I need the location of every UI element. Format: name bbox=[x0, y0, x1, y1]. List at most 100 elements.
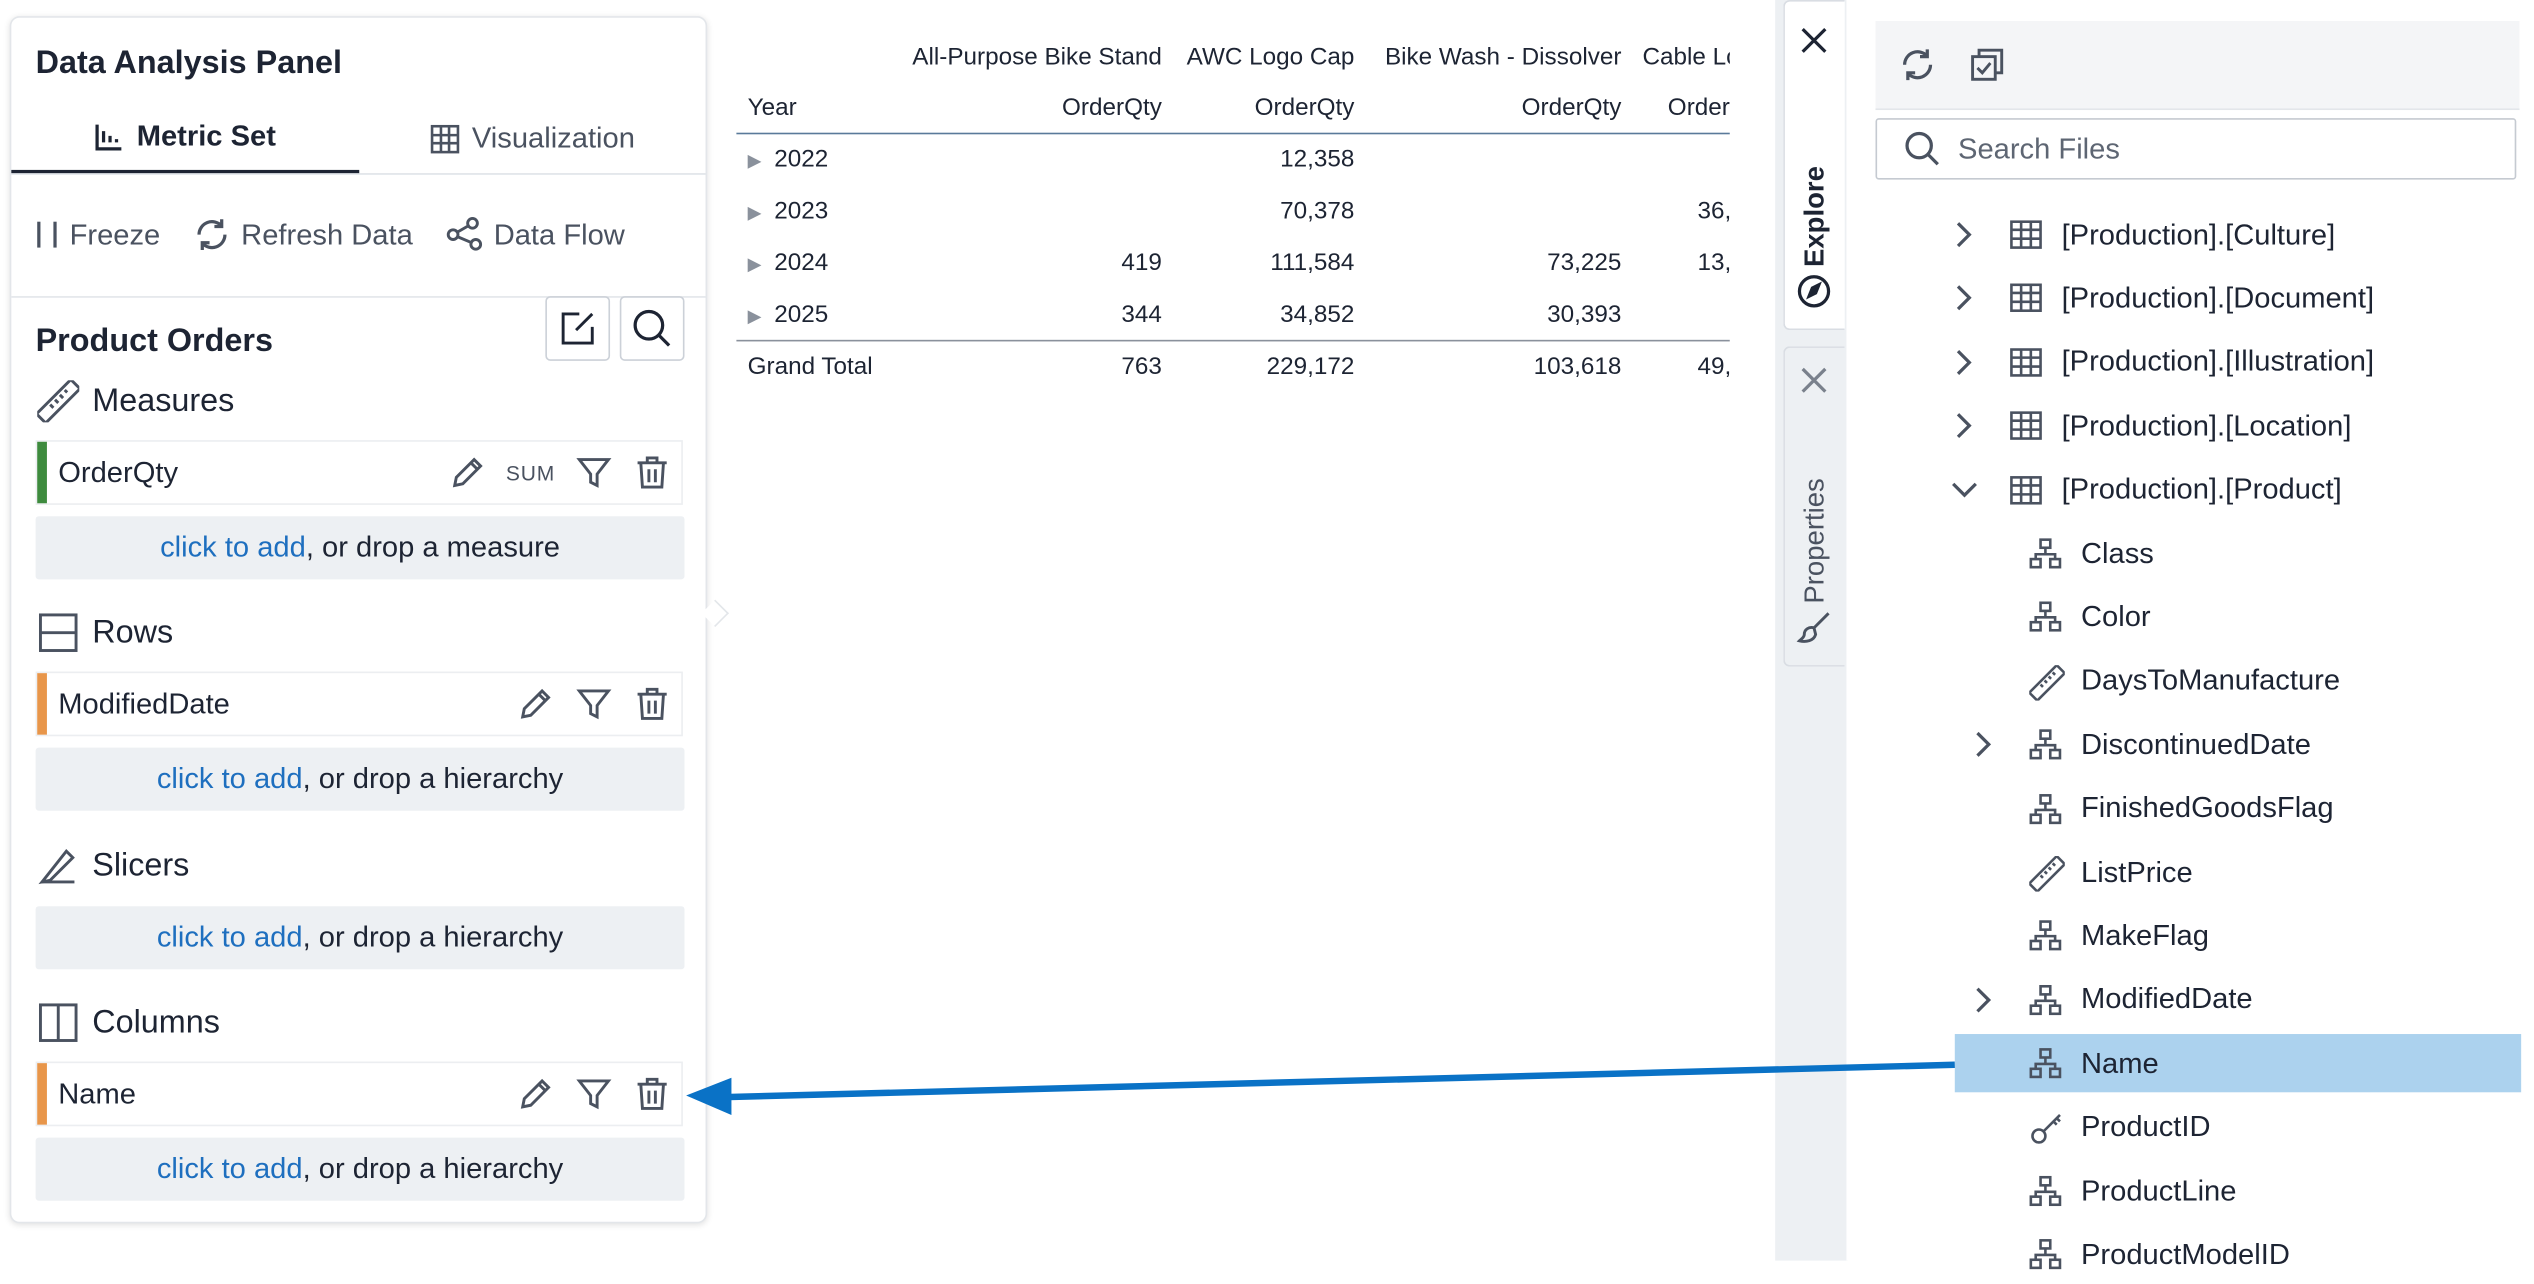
slicers-label: Slicers bbox=[92, 847, 190, 883]
measure-header[interactable]: Order bbox=[1667, 93, 1730, 122]
tree-item[interactable]: [Production].[Location] bbox=[1846, 397, 2521, 455]
tree-item[interactable]: DaysToManufacture bbox=[1846, 652, 2521, 710]
search-fields-button[interactable] bbox=[619, 296, 685, 361]
row-header[interactable]: Year bbox=[747, 93, 797, 122]
trash-icon[interactable] bbox=[633, 684, 672, 723]
aggregation-button[interactable]: SUM bbox=[505, 460, 556, 485]
tree-item[interactable]: MakeFlag bbox=[1846, 907, 2521, 965]
chevron-right-icon[interactable] bbox=[1950, 411, 1979, 440]
tree-item[interactable]: [Production].[Product] bbox=[1846, 461, 2521, 519]
column-actions bbox=[516, 1063, 671, 1124]
measure-header[interactable]: OrderQty bbox=[1254, 93, 1355, 122]
measure-color-bar bbox=[37, 441, 47, 504]
column-header[interactable]: Bike Wash - Dissolver bbox=[1384, 43, 1622, 72]
chevron-right-icon[interactable] bbox=[1950, 284, 1979, 313]
tree-item[interactable]: [Production].[Illustration] bbox=[1846, 333, 2521, 391]
panel-tabs: Metric Set Visualization bbox=[11, 104, 706, 175]
pause-bars-icon bbox=[34, 218, 60, 250]
expand-triangle-icon[interactable]: ▶ bbox=[747, 203, 762, 224]
row-label[interactable]: ▶ 2023 bbox=[747, 197, 829, 225]
column-header[interactable]: AWC Logo Cap bbox=[1186, 43, 1355, 72]
data-cell: 13, bbox=[1697, 249, 1730, 277]
tree-item[interactable]: DiscontinuedDate bbox=[1846, 716, 2521, 774]
row-label[interactable]: ▶ 2024 bbox=[747, 249, 829, 277]
refresh-data-button[interactable]: Refresh Data bbox=[193, 215, 413, 254]
compass-icon bbox=[1796, 273, 1832, 309]
row-label[interactable]: ▶ 2025 bbox=[747, 300, 829, 329]
tree-item[interactable]: ListPrice bbox=[1846, 843, 2521, 901]
tree-item-label: MakeFlag bbox=[2081, 918, 2209, 952]
expand-triangle-icon[interactable]: ▶ bbox=[747, 152, 762, 172]
trash-icon[interactable] bbox=[633, 453, 672, 492]
pencil-icon[interactable] bbox=[448, 453, 487, 492]
tree-item[interactable]: [Production].[Document] bbox=[1846, 269, 2521, 327]
hierarchy-icon bbox=[2029, 920, 2062, 952]
click-to-add-link[interactable]: click to add bbox=[156, 920, 303, 954]
filter-icon[interactable] bbox=[574, 453, 613, 492]
refresh-icon[interactable] bbox=[1898, 45, 1937, 84]
click-to-add-link[interactable]: click to add bbox=[160, 530, 306, 564]
rows-drop-zone[interactable]: click to add, or drop a hierarchy bbox=[35, 747, 685, 811]
click-to-add-link[interactable]: click to add bbox=[156, 1152, 303, 1185]
close-icon[interactable] bbox=[1798, 364, 1830, 396]
column-header[interactable]: Cable Lo bbox=[1642, 43, 1729, 72]
column-header[interactable]: All-Purpose Bike Stand bbox=[912, 43, 1162, 72]
chevron-right-icon[interactable] bbox=[1969, 985, 1998, 1014]
chevron-right-icon[interactable] bbox=[1950, 348, 1979, 377]
tree-item[interactable]: Name bbox=[1954, 1034, 2522, 1093]
chevron-right-icon[interactable] bbox=[1950, 220, 1979, 249]
chevron-right-icon[interactable] bbox=[1969, 730, 1998, 759]
total-cell: 49,: bbox=[1697, 352, 1729, 381]
tree-item[interactable]: FinishedGoodsFlag bbox=[1846, 779, 2521, 837]
data-cell: 36, bbox=[1697, 197, 1730, 225]
measures-drop-zone[interactable]: click to add, or drop a measure bbox=[35, 516, 685, 580]
data-flow-button[interactable]: Data Flow bbox=[445, 215, 625, 254]
select-all-icon[interactable] bbox=[1968, 45, 2007, 84]
columns-icon bbox=[37, 1002, 79, 1044]
columns-drop-zone[interactable]: click to add, or drop a hierarchy bbox=[35, 1137, 685, 1201]
tab-explore[interactable]: Explore bbox=[1783, 0, 1845, 331]
search-files-input[interactable] bbox=[1954, 130, 2480, 168]
measure-header[interactable]: OrderQty bbox=[1062, 93, 1162, 122]
tree-item[interactable]: ProductLine bbox=[1846, 1162, 2521, 1220]
tree-item-label: DiscontinuedDate bbox=[2081, 727, 2311, 761]
column-name: Name bbox=[58, 1076, 136, 1110]
measure-header[interactable]: OrderQty bbox=[1521, 93, 1622, 122]
pencil-icon[interactable] bbox=[516, 1074, 555, 1113]
tab-metric-set[interactable]: Metric Set bbox=[11, 104, 360, 174]
edit-metric-set-button[interactable] bbox=[545, 296, 611, 361]
chevron-down-icon[interactable] bbox=[1950, 475, 1979, 504]
grid-icon bbox=[430, 124, 459, 153]
tree-item[interactable]: [Production].[Culture] bbox=[1846, 206, 2521, 264]
trash-icon[interactable] bbox=[633, 1074, 672, 1113]
close-icon[interactable] bbox=[1798, 24, 1830, 56]
filter-icon[interactable] bbox=[574, 684, 613, 723]
slicers-drop-zone[interactable]: click to add, or drop a hierarchy bbox=[35, 906, 685, 970]
tree-item[interactable]: Color bbox=[1846, 588, 2521, 646]
freeze-button[interactable]: Freeze bbox=[34, 218, 160, 252]
tab-visualization[interactable]: Visualization bbox=[359, 104, 705, 174]
click-to-add-link[interactable]: click to add bbox=[156, 762, 303, 795]
tree-item[interactable]: Class bbox=[1846, 524, 2521, 582]
row-item-modifieddate[interactable]: ModifiedDate bbox=[35, 671, 683, 737]
hierarchy-icon bbox=[2029, 601, 2062, 633]
expand-triangle-icon[interactable]: ▶ bbox=[747, 307, 762, 327]
tree-item[interactable]: ModifiedDate bbox=[1846, 971, 2521, 1029]
tree-item[interactable]: ProductID bbox=[1846, 1098, 2521, 1156]
tab-properties[interactable]: Properties bbox=[1783, 346, 1845, 667]
data-cell: 344 bbox=[1121, 300, 1162, 329]
row-label[interactable]: ▶ 2022 bbox=[747, 145, 829, 174]
column-item-name[interactable]: Name bbox=[35, 1061, 683, 1127]
columns-section-header: Columns bbox=[37, 1002, 220, 1044]
brush-icon bbox=[1796, 610, 1832, 646]
expand-triangle-icon[interactable]: ▶ bbox=[747, 255, 762, 276]
measure-item-orderqty[interactable]: OrderQty SUM bbox=[35, 440, 683, 505]
pencil-icon[interactable] bbox=[516, 684, 555, 723]
hierarchy-icon bbox=[2029, 984, 2062, 1016]
rows-label: Rows bbox=[92, 614, 174, 650]
filter-icon[interactable] bbox=[574, 1074, 613, 1113]
tree-item-label: DaysToManufacture bbox=[2081, 663, 2341, 697]
table-row: ▶ 2023 70,378 36, bbox=[736, 186, 1730, 238]
metric-set-title: Product Orders bbox=[35, 323, 273, 360]
